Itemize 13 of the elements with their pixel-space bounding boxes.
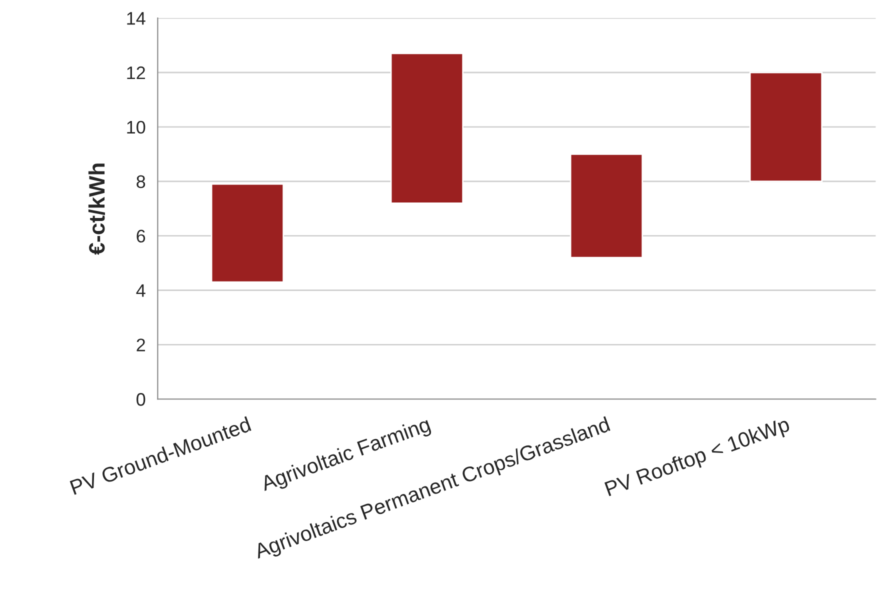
bar: [390, 52, 464, 204]
bar: [570, 153, 644, 258]
y-tick-label: 10: [127, 120, 146, 134]
bar: [210, 183, 284, 283]
y-tick-label: 4: [136, 284, 146, 297]
bar: [749, 72, 823, 182]
y-axis-title: €-ct/kWh: [88, 164, 105, 255]
y-tick-label: 12: [127, 66, 145, 80]
y-tick-label: 2: [136, 338, 145, 352]
y-tick-label: 6: [136, 230, 146, 243]
y-tick-label: 14: [127, 12, 146, 25]
y-tick-label: 0: [136, 393, 146, 406]
y-tick-label: 8: [136, 175, 146, 188]
